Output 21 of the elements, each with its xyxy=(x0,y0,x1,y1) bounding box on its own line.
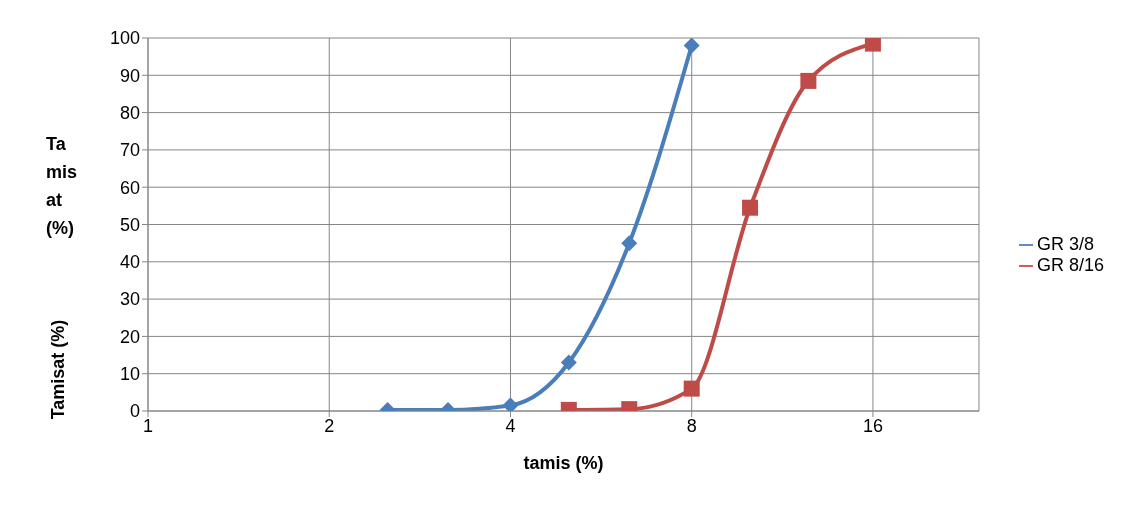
text: Tamisat (%) xyxy=(46,133,79,240)
y-axis-title: Tamisat (%) xyxy=(48,319,69,420)
y-tick-label: 90 xyxy=(119,65,140,86)
y-tick-label: 20 xyxy=(119,326,140,347)
y-tick-label: 70 xyxy=(119,140,140,161)
x-tick-label: 2 xyxy=(324,415,335,436)
x-tick-label: 4 xyxy=(505,415,516,436)
y-tick-label: 0 xyxy=(129,401,140,422)
x-tick-label: 1 xyxy=(142,415,154,436)
x-tick-label: 16 xyxy=(862,415,883,436)
y-tick-label: 80 xyxy=(119,102,140,123)
legend-label: GR 3/8 xyxy=(1036,233,1094,254)
x-axis-title: tamis (%) xyxy=(523,453,604,473)
y-tick-label: 10 xyxy=(119,364,140,385)
y-tick-label: 30 xyxy=(119,289,140,310)
y-tick-label: 100 xyxy=(109,28,140,49)
legend-label: GR 8/16 xyxy=(1036,254,1104,275)
y-tick-label: 60 xyxy=(119,177,140,198)
y-tick-label: 40 xyxy=(119,252,140,273)
x-tick-label: 8 xyxy=(686,415,697,436)
y-tick-label: 50 xyxy=(119,214,140,235)
